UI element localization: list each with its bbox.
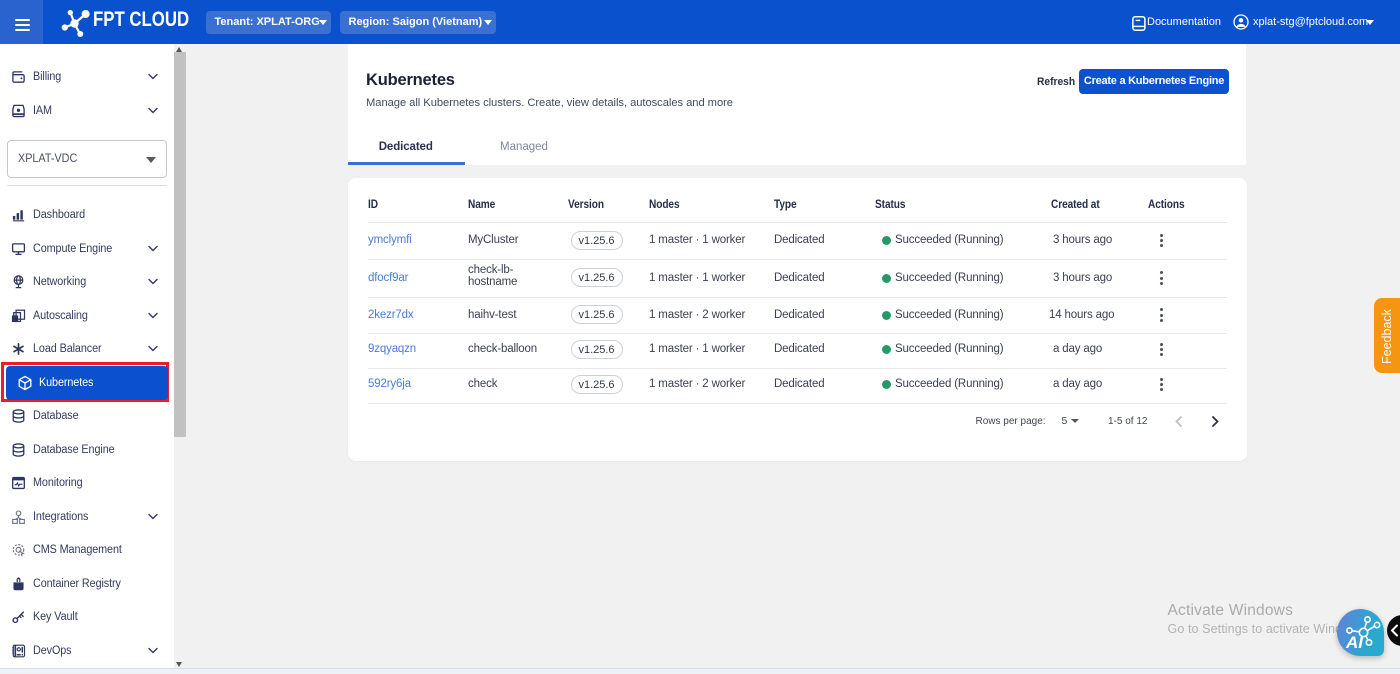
svg-text:AI: AI (1345, 633, 1364, 652)
